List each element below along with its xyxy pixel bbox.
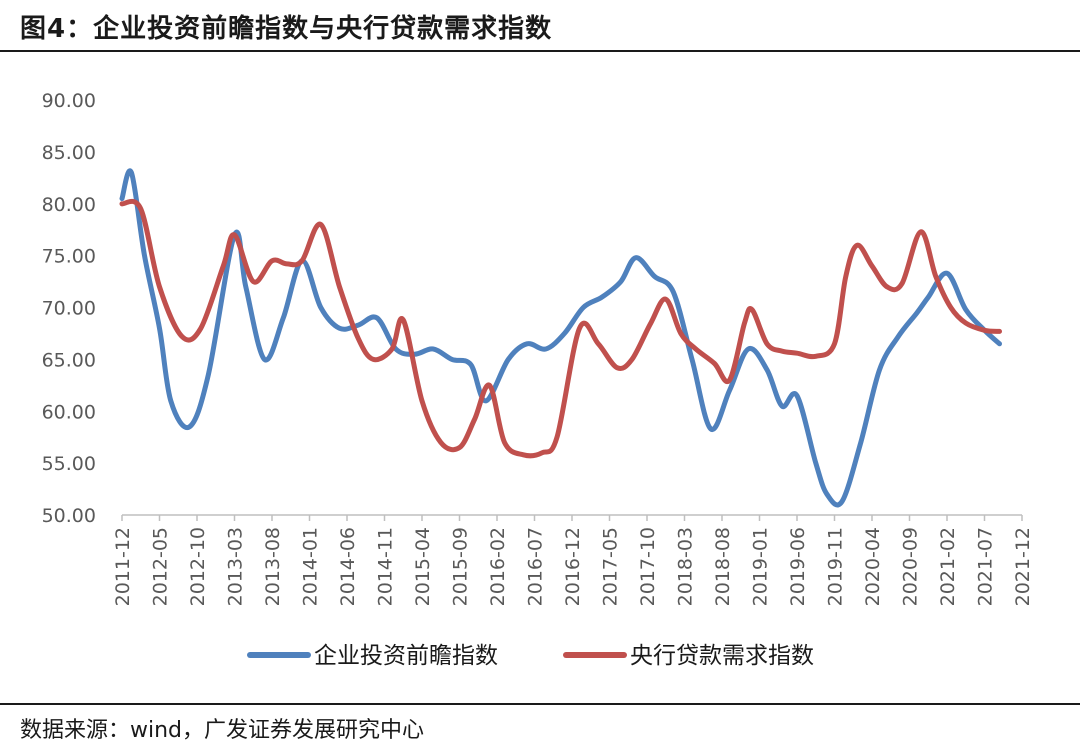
x-tick-label: 2020-04 [862,527,884,606]
y-tick-label: 80.00 [42,194,96,216]
y-tick-label: 50.00 [42,505,96,527]
y-tick-label: 55.00 [42,453,96,475]
x-tick-label: 2016-07 [525,527,547,606]
x-tick-label: 2017-10 [637,527,659,606]
x-tick-label: 2011-12 [112,527,134,606]
x-tick-label: 2016-12 [562,527,584,606]
x-tick-label: 2019-11 [825,527,847,606]
legend-label-2: 央行贷款需求指数 [630,643,814,669]
y-tick-label: 90.00 [42,90,96,112]
x-tick-label: 2021-07 [975,527,997,606]
x-tick-label: 2014-11 [375,527,397,606]
series-line-2 [119,198,1002,459]
y-tick-label: 70.00 [42,298,96,320]
footer-divider [0,703,1080,705]
y-tick-label: 60.00 [42,401,96,423]
y-tick-label: 85.00 [42,142,96,164]
x-tick-label: 2012-05 [150,527,172,606]
x-tick-label: 2014-01 [300,527,322,606]
x-tick-label: 2015-04 [412,527,434,606]
x-tick-label: 2013-03 [225,527,247,606]
line-chart: 90.00 85.00 80.00 75.00 70.00 65.00 60.00 55.00… [42,90,1034,669]
x-tick-label: 2018-03 [675,527,697,606]
x-tick-label: 2016-02 [487,527,509,606]
y-tick-label: 75.00 [42,246,96,268]
source-note: 数据来源：wind，广发证券发展研究中心 [20,718,425,743]
x-tick-label: 2017-05 [600,527,622,606]
legend-label-1: 企业投资前瞻指数 [314,643,498,669]
series-line-1 [119,168,1002,508]
chart-title: 图4：企业投资前瞻指数与央行贷款需求指数 [20,14,553,44]
x-tick-label: 2021-02 [937,527,959,606]
x-tick-label: 2014-06 [337,527,359,606]
x-tick-label: 2015-09 [450,527,472,606]
x-tick-label: 2013-08 [262,527,284,606]
y-tick-label: 65.00 [42,349,96,371]
x-tick-label: 2019-06 [787,527,809,606]
x-tick-label: 2012-10 [187,527,209,606]
title-divider [0,50,1080,52]
x-tick-label: 2021-12 [1012,527,1034,606]
x-tick-label: 2018-08 [712,527,734,606]
x-tick-label: 2019-01 [750,527,772,606]
x-tick-label: 2020-09 [900,527,922,606]
